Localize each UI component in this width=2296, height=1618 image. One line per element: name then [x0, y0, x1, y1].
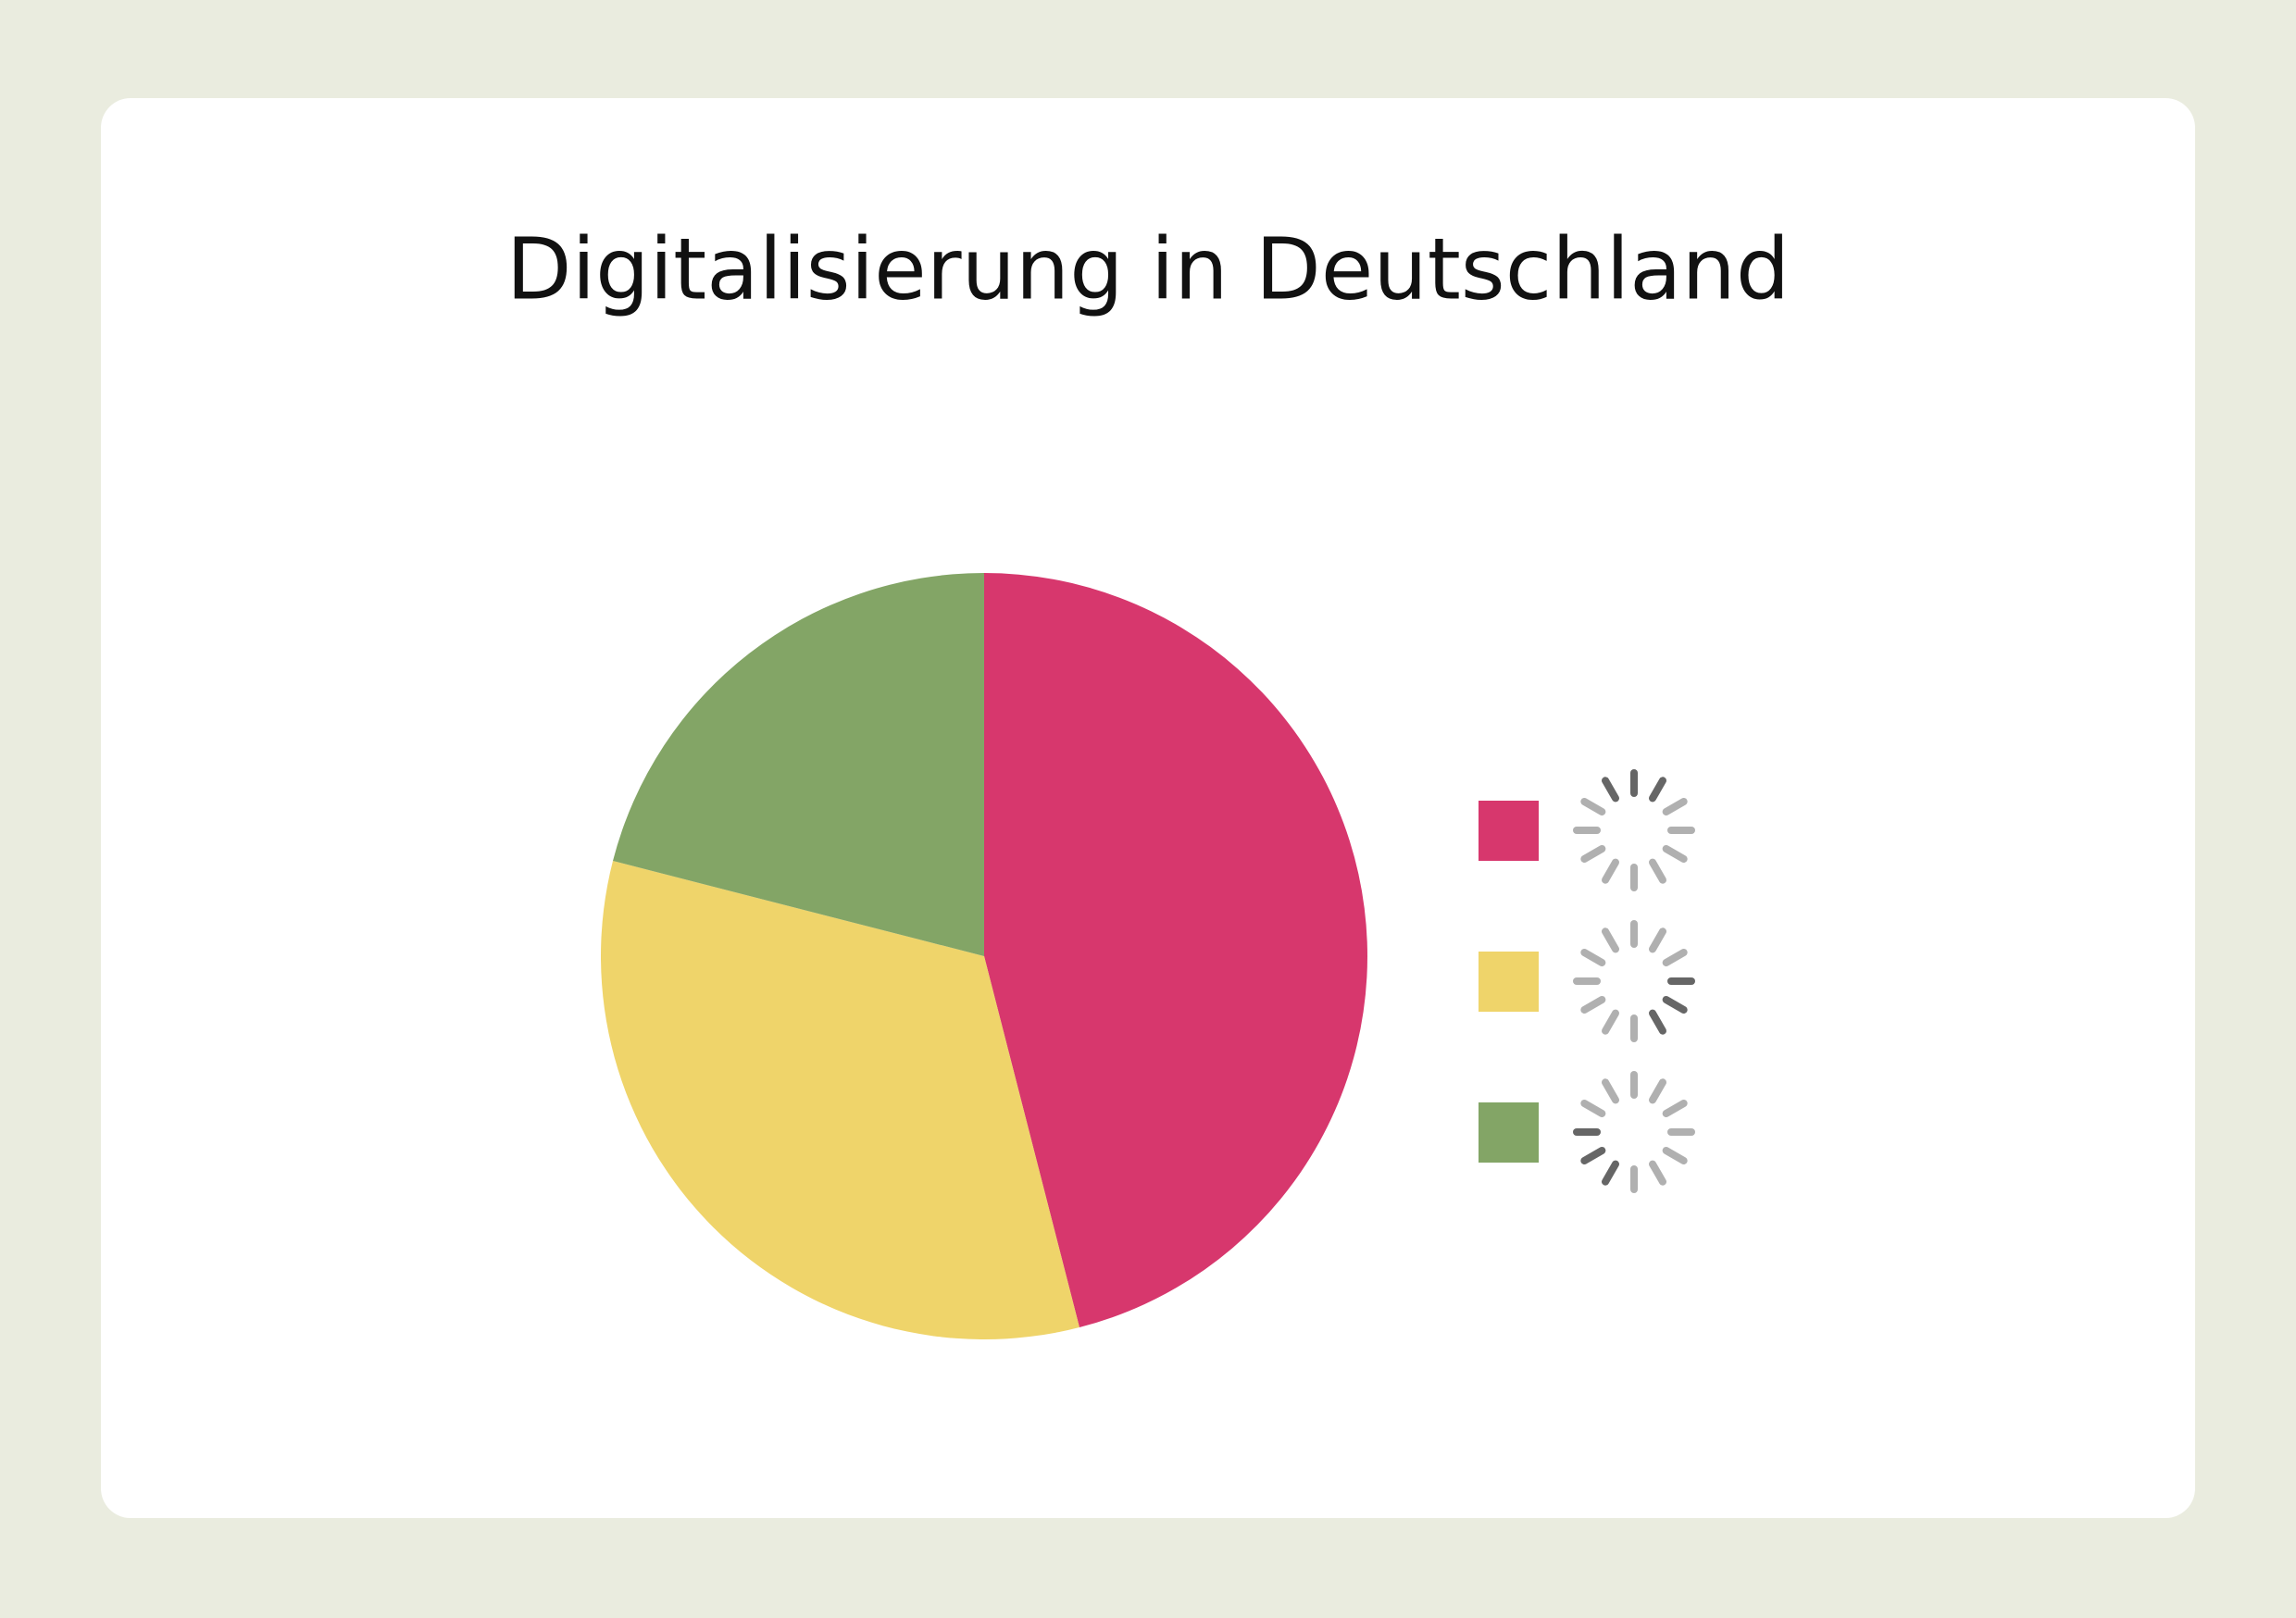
- spinner-tick: [1662, 798, 1688, 815]
- spinner-tick: [1649, 1009, 1666, 1035]
- spinner-tick: [1602, 777, 1619, 803]
- spinner-tick: [1649, 858, 1666, 884]
- spinner-tick: [1580, 798, 1606, 815]
- spinner-tick: [1662, 845, 1688, 863]
- spinner-tick: [1649, 1078, 1666, 1104]
- spinner-tick: [1602, 858, 1619, 884]
- pie-slice: [613, 573, 984, 956]
- spinner-tick: [1649, 1160, 1666, 1186]
- legend-swatch: [1479, 1102, 1539, 1163]
- spinner-tick: [1580, 1147, 1606, 1164]
- spinner-tick: [1662, 949, 1688, 966]
- spinner-tick: [1580, 949, 1606, 966]
- spinner-tick: [1662, 996, 1688, 1014]
- legend-swatch: [1479, 801, 1539, 861]
- loading-spinner: [1573, 769, 1695, 891]
- chart-title: Digitalisierung in Deutschland: [506, 219, 1791, 318]
- spinner-tick: [1662, 1100, 1688, 1117]
- loading-spinner: [1573, 1071, 1695, 1193]
- spinner-tick: [1602, 1160, 1619, 1186]
- spinner-tick: [1662, 1147, 1688, 1164]
- spinner-tick: [1580, 845, 1606, 863]
- pie-slice: [984, 573, 1367, 1327]
- spinner-tick: [1580, 1100, 1606, 1117]
- spinner-tick: [1580, 996, 1606, 1014]
- spinner-tick: [1602, 1009, 1619, 1035]
- loading-spinner: [1573, 920, 1695, 1042]
- spinner-tick: [1602, 927, 1619, 953]
- spinner-tick: [1602, 1078, 1619, 1104]
- legend-swatch: [1479, 952, 1539, 1012]
- spinner-tick: [1649, 927, 1666, 953]
- spinner-tick: [1649, 777, 1666, 803]
- pie-slice: [601, 861, 1079, 1339]
